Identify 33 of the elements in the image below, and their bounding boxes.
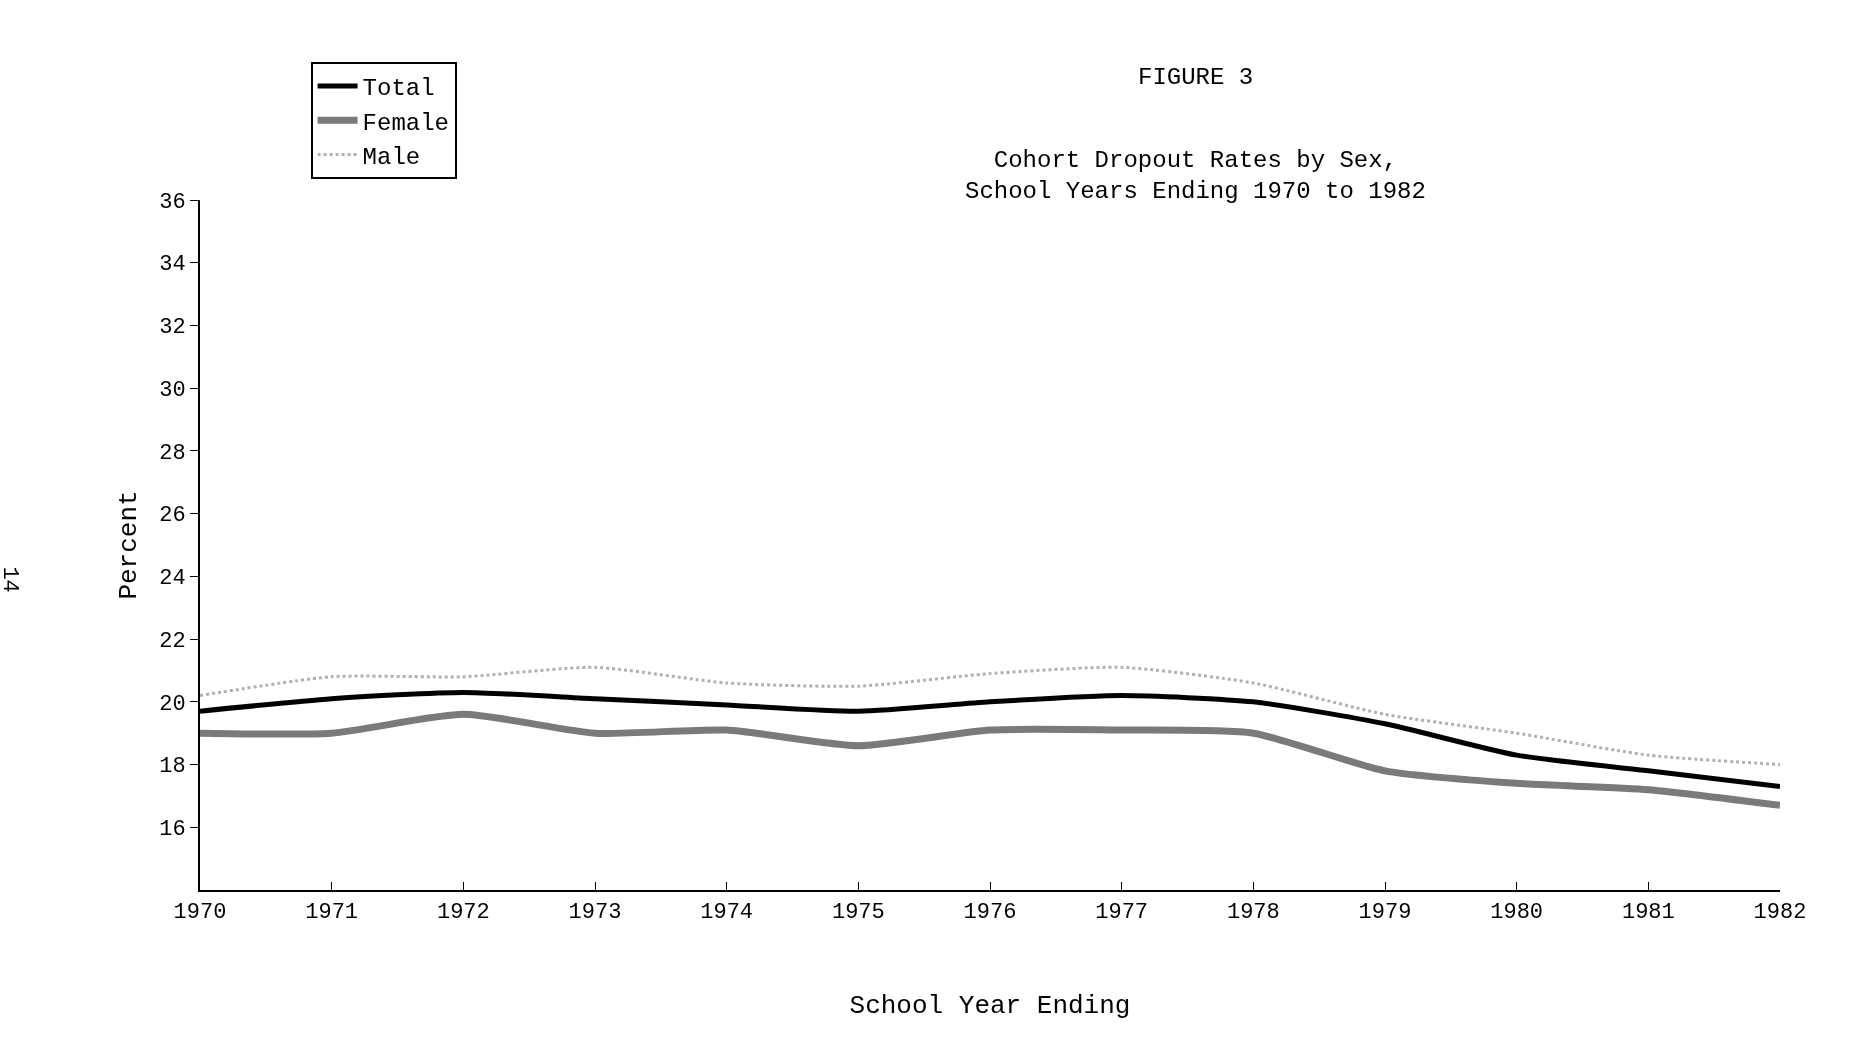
y-tick-label: 22 — [159, 628, 186, 654]
x-tick-label: 1972 — [436, 900, 490, 926]
x-tick-label: 1973 — [568, 900, 622, 926]
x-tick-label: 1977 — [1095, 900, 1149, 926]
x-tick-label: 1974 — [700, 900, 754, 926]
y-tick-label: 30 — [159, 377, 186, 403]
legend-label: Male — [362, 143, 421, 171]
x-tick-label: 1978 — [1226, 900, 1280, 926]
x-tick-label: 1971 — [305, 900, 359, 926]
y-tick-label: 34 — [159, 252, 186, 278]
line-series — [200, 665, 1780, 767]
x-tick-label: 1975 — [831, 900, 885, 926]
y-tick-label: 36 — [159, 189, 186, 215]
chart-subtitle: Cohort Dropout Rates by Sex, School Years Ending 1970 to 1982 — [965, 147, 1426, 206]
y-tick-label: 20 — [159, 691, 186, 717]
text: 14 — [0, 566, 22, 593]
y-tick-label: 26 — [159, 503, 186, 529]
legend-label: Total — [362, 75, 435, 103]
y-tick-label: 24 — [159, 566, 186, 592]
x-tick-label: 1981 — [1621, 900, 1675, 926]
y-axis-title: Percent — [114, 490, 145, 600]
y-tick-label: 28 — [159, 440, 186, 466]
y-tick-label: 16 — [159, 816, 186, 842]
chart-title: FIGURE 3 — [1138, 64, 1254, 91]
x-tick-label: 1970 — [173, 900, 227, 926]
legend-label: Female — [362, 109, 450, 137]
x-axis-title: School Year Ending — [849, 990, 1131, 1021]
x-tick-label: 1980 — [1490, 900, 1544, 926]
x-tick-label: 1982 — [1753, 900, 1807, 926]
y-tick-label: 32 — [159, 315, 186, 341]
x-tick-label: 1976 — [963, 900, 1017, 926]
x-tick-label: 1979 — [1358, 900, 1412, 926]
y-tick-label: 18 — [159, 754, 186, 780]
